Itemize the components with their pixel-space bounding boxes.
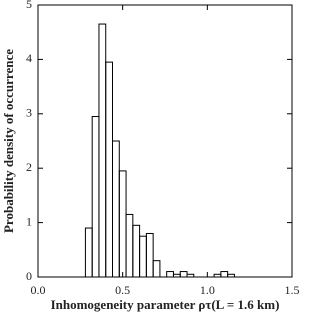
x-tick-label: 0.5: [115, 283, 130, 297]
y-tick-label: 4: [26, 51, 32, 65]
bar: [105, 61, 114, 278]
bar: [166, 271, 174, 278]
x-tick-label: 1.0: [200, 283, 215, 297]
bar: [91, 116, 100, 278]
bar: [84, 227, 93, 278]
bar: [125, 213, 134, 278]
y-tick-label: 2: [26, 160, 32, 174]
bar: [118, 170, 127, 278]
y-tick-label: 5: [26, 0, 32, 11]
bar: [186, 273, 195, 278]
bar: [179, 271, 188, 278]
bar: [152, 260, 161, 278]
y-tick-label: 3: [26, 106, 32, 120]
bar: [139, 235, 147, 278]
bar: [227, 273, 235, 278]
plot-frame: [37, 4, 293, 278]
bar: [220, 271, 229, 278]
y-axis-label: Probability density of occurrence: [1, 49, 16, 233]
bar: [132, 224, 141, 278]
bar: [145, 232, 154, 278]
chart: Inhomogeneity parameter ρτ(L = 1.6 km) P…: [1, 0, 300, 312]
bar: [112, 140, 120, 278]
x-tick-label: 1.5: [285, 283, 300, 297]
bar: [213, 273, 222, 278]
x-axis-label: Inhomogeneity parameter ρτ(L = 1.6 km): [51, 297, 280, 312]
y-tick-label: 1: [26, 214, 32, 228]
bar: [98, 23, 107, 278]
y-tick-label: 0: [26, 269, 32, 283]
x-tick-label: 0.0: [31, 283, 46, 297]
bar: [172, 273, 181, 278]
